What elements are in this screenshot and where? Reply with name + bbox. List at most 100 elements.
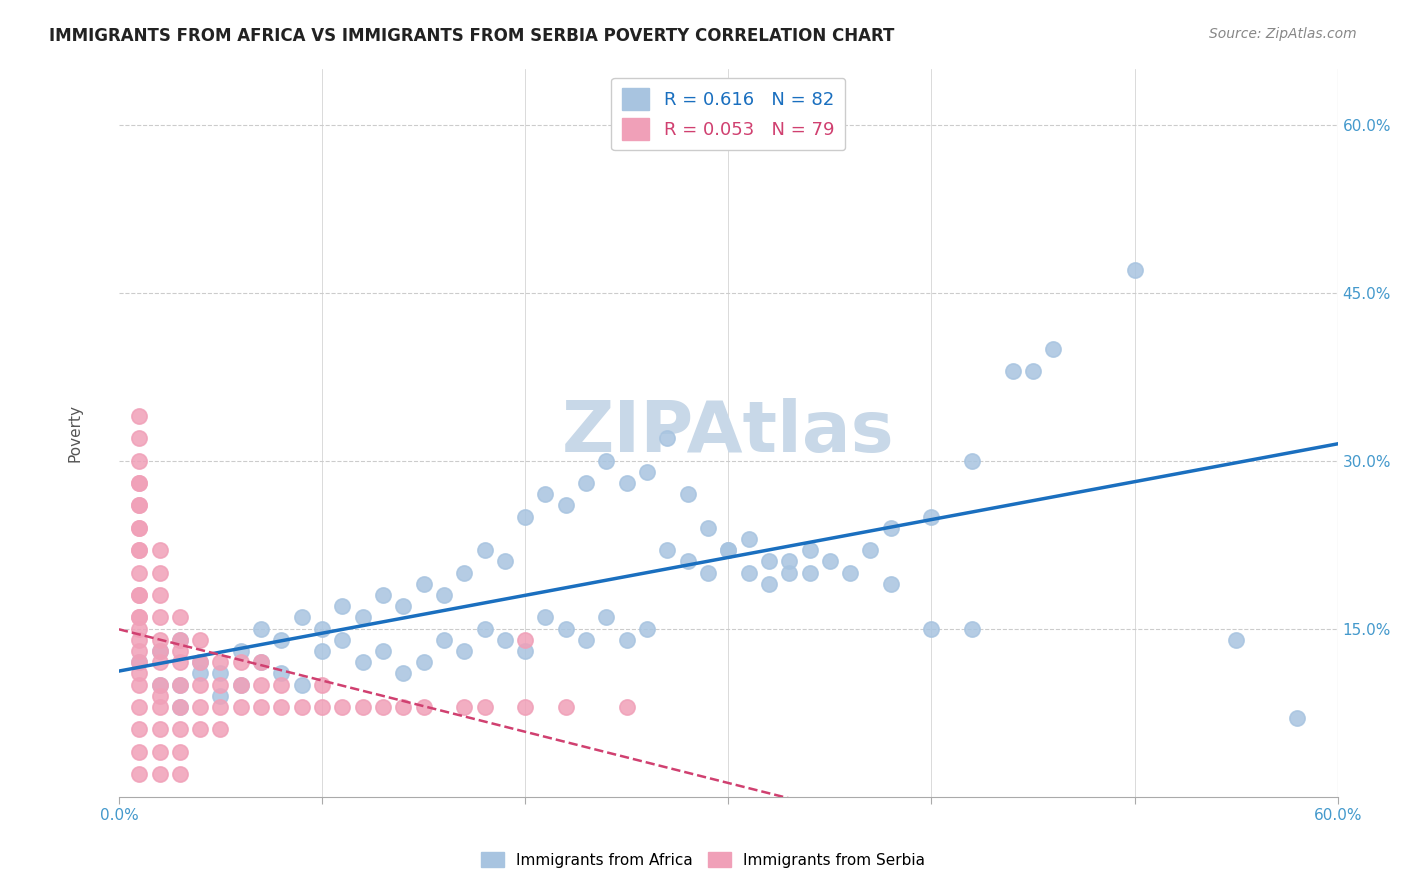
Point <box>270 678 292 692</box>
Point <box>657 543 679 558</box>
Point <box>676 554 699 568</box>
Point <box>737 532 759 546</box>
Point <box>494 554 516 568</box>
Point <box>330 700 353 714</box>
Point <box>209 666 232 681</box>
Point <box>128 475 150 490</box>
Point <box>311 644 333 658</box>
Point <box>128 745 150 759</box>
Point <box>433 588 456 602</box>
Point <box>250 655 273 669</box>
Point <box>657 431 679 445</box>
Point <box>128 499 150 513</box>
Point <box>128 543 150 558</box>
Point <box>148 543 170 558</box>
Point <box>392 599 415 614</box>
Point <box>371 588 394 602</box>
Point <box>412 655 434 669</box>
Point <box>960 453 983 467</box>
Point <box>148 723 170 737</box>
Point <box>676 487 699 501</box>
Point <box>148 588 170 602</box>
Point <box>148 678 170 692</box>
Point <box>1001 364 1024 378</box>
Point <box>169 632 191 647</box>
Text: ZIPAtlas: ZIPAtlas <box>562 398 894 467</box>
Point <box>880 577 903 591</box>
Point <box>371 644 394 658</box>
Point <box>209 689 232 703</box>
Point <box>291 610 314 624</box>
Point <box>169 723 191 737</box>
Point <box>169 745 191 759</box>
Point <box>291 700 314 714</box>
Point <box>128 610 150 624</box>
Point <box>128 666 150 681</box>
Point <box>960 622 983 636</box>
Point <box>453 644 475 658</box>
Point <box>1042 342 1064 356</box>
Point <box>554 622 576 636</box>
Point <box>554 700 576 714</box>
Point <box>128 521 150 535</box>
Point <box>148 700 170 714</box>
Point <box>148 689 170 703</box>
Point <box>392 700 415 714</box>
Point <box>188 655 211 669</box>
Point <box>128 431 150 445</box>
Point <box>352 610 374 624</box>
Point <box>595 453 617 467</box>
Point <box>270 666 292 681</box>
Point <box>148 767 170 781</box>
Point <box>250 655 273 669</box>
Point <box>209 678 232 692</box>
Point <box>291 678 314 692</box>
Point <box>330 632 353 647</box>
Point <box>128 723 150 737</box>
Point <box>412 700 434 714</box>
Point <box>311 700 333 714</box>
Point <box>128 767 150 781</box>
Point <box>1285 711 1308 725</box>
Point <box>128 655 150 669</box>
Point <box>453 566 475 580</box>
Point <box>778 554 800 568</box>
Point <box>128 453 150 467</box>
Point <box>474 622 496 636</box>
Point <box>717 543 740 558</box>
Point <box>148 678 170 692</box>
Point <box>229 678 252 692</box>
Point <box>209 655 232 669</box>
Point <box>148 745 170 759</box>
Point <box>494 632 516 647</box>
Point <box>859 543 882 558</box>
Point <box>920 622 942 636</box>
Point <box>717 543 740 558</box>
Point <box>758 577 780 591</box>
Point <box>534 487 557 501</box>
Point <box>818 554 841 568</box>
Text: IMMIGRANTS FROM AFRICA VS IMMIGRANTS FROM SERBIA POVERTY CORRELATION CHART: IMMIGRANTS FROM AFRICA VS IMMIGRANTS FRO… <box>49 27 894 45</box>
Point <box>515 632 537 647</box>
Point <box>128 644 150 658</box>
Point <box>169 678 191 692</box>
Point <box>697 521 720 535</box>
Legend: R = 0.616   N = 82, R = 0.053   N = 79: R = 0.616 N = 82, R = 0.053 N = 79 <box>612 78 845 151</box>
Point <box>250 678 273 692</box>
Point <box>188 666 211 681</box>
Point <box>453 700 475 714</box>
Point <box>1225 632 1247 647</box>
Point <box>169 678 191 692</box>
Point <box>209 700 232 714</box>
Text: Source: ZipAtlas.com: Source: ZipAtlas.com <box>1209 27 1357 41</box>
Point <box>169 700 191 714</box>
Legend: Immigrants from Africa, Immigrants from Serbia: Immigrants from Africa, Immigrants from … <box>474 844 932 875</box>
Point <box>595 610 617 624</box>
Point <box>188 723 211 737</box>
Point <box>128 409 150 423</box>
Point <box>575 632 598 647</box>
Point <box>169 632 191 647</box>
Point <box>148 566 170 580</box>
Point <box>188 678 211 692</box>
Point <box>1022 364 1045 378</box>
